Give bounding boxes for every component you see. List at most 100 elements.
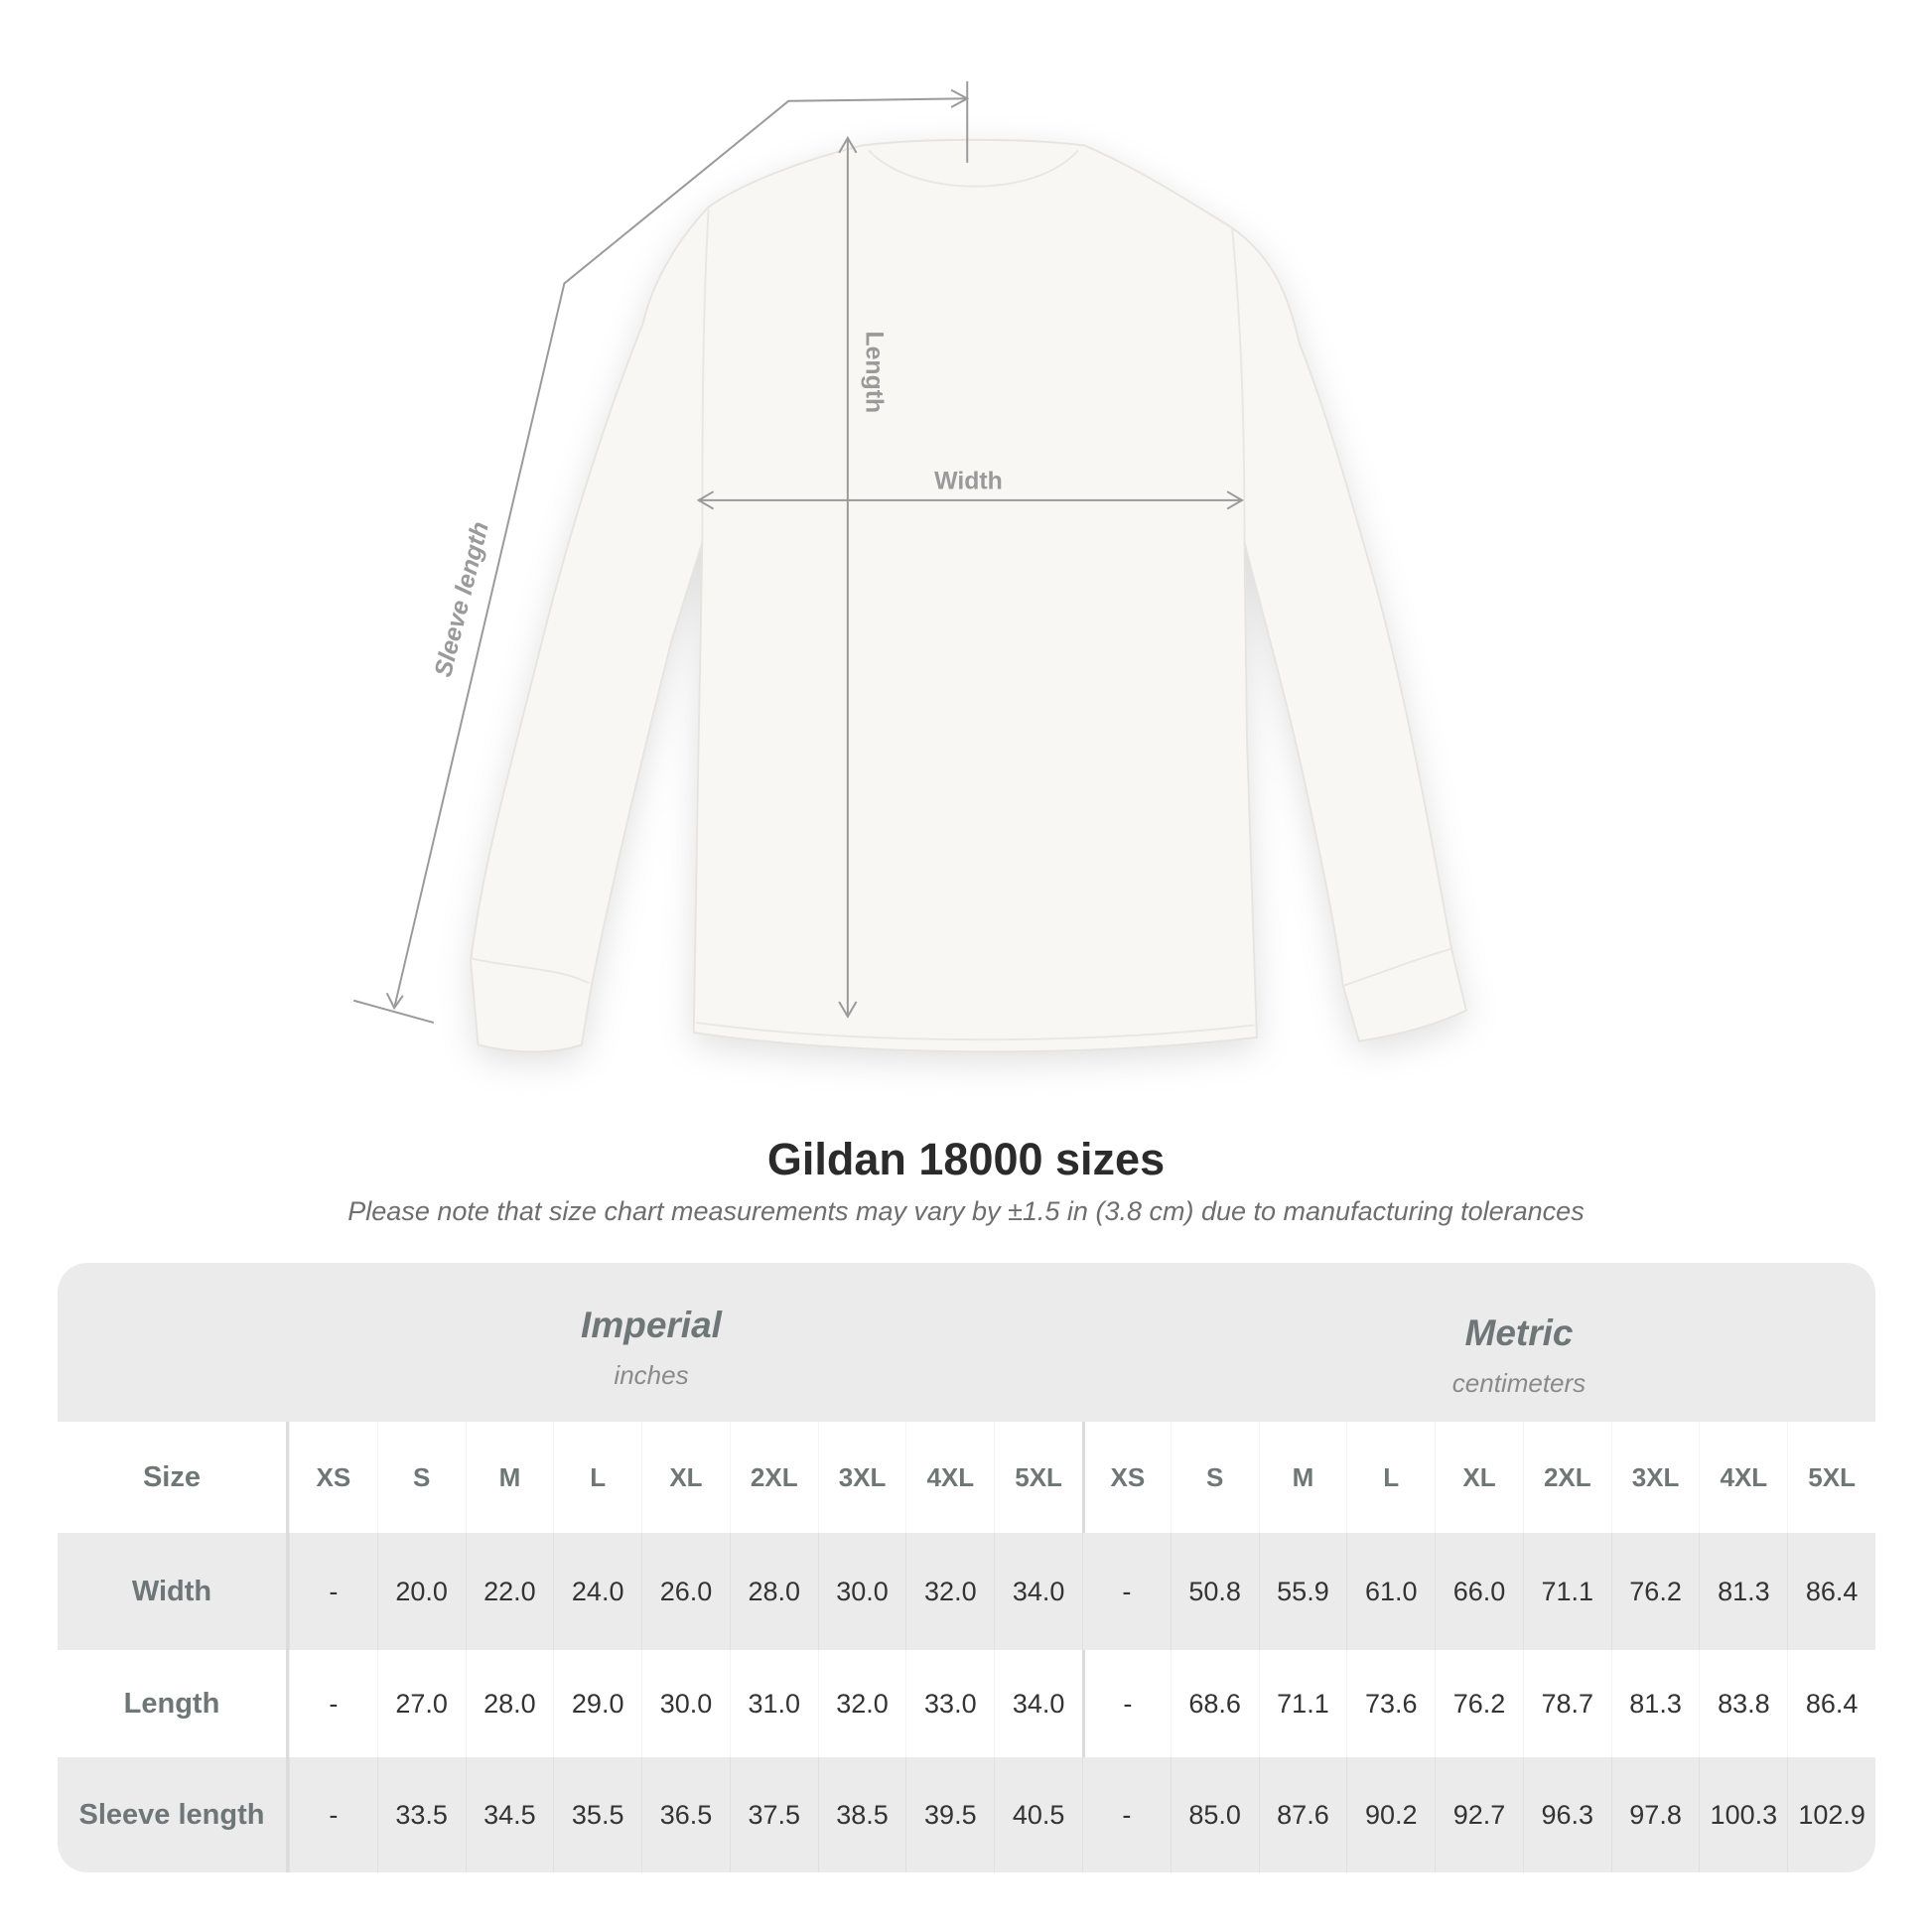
metric-header: Metric centimeters [1320, 1312, 1718, 1399]
imperial-cell: XL [641, 1422, 730, 1533]
imperial-cell: 34.0 [994, 1650, 1082, 1757]
metric-cell: - [1081, 1757, 1171, 1872]
sweatshirt-image [470, 138, 1467, 1053]
metric-cell: 71.1 [1258, 1650, 1347, 1757]
metric-cell: 50.8 [1170, 1533, 1259, 1650]
imperial-cell: - [288, 1757, 377, 1872]
metric-cell: 66.0 [1435, 1533, 1523, 1650]
collar-seam [868, 149, 1079, 188]
imperial-cell: 35.5 [553, 1757, 641, 1872]
metric-cell: 85.0 [1170, 1757, 1259, 1872]
width-arrow [696, 490, 1244, 510]
imperial-cell: - [288, 1533, 377, 1650]
imperial-cell: 4XL [905, 1422, 994, 1533]
metric-cell: M [1258, 1422, 1347, 1533]
imperial-cell: 34.5 [465, 1757, 554, 1872]
metric-cell: 68.6 [1170, 1650, 1259, 1757]
metric-cell: 81.3 [1699, 1533, 1787, 1650]
imperial-cell: 28.0 [465, 1650, 554, 1757]
length-arrow [838, 136, 858, 1019]
width-label: Width [934, 469, 1003, 495]
imperial-cell: 3XL [817, 1422, 906, 1533]
right-shoulder-seam [1231, 227, 1246, 543]
metric-cell: 76.2 [1610, 1533, 1700, 1650]
table-header: Imperial inches Metric centimeters [58, 1263, 1875, 1422]
hem-seam [696, 1022, 1255, 1041]
imperial-cell: 32.0 [817, 1650, 906, 1757]
metric-cell: 76.2 [1435, 1650, 1523, 1757]
imperial-cell: 29.0 [553, 1650, 641, 1757]
page-title: Gildan 18000 sizes [766, 1134, 1166, 1184]
metric-cell: 73.6 [1346, 1650, 1435, 1757]
imperial-header: Imperial inches [453, 1305, 850, 1391]
imperial-cell: 30.0 [641, 1650, 730, 1757]
metric-cell: 81.3 [1610, 1650, 1700, 1757]
imperial-cell: 2XL [729, 1422, 818, 1533]
metric-cell: 87.6 [1258, 1757, 1347, 1872]
metric-cell: L [1346, 1422, 1435, 1533]
metric-cell: - [1081, 1533, 1171, 1650]
imperial-cell: 26.0 [641, 1533, 730, 1650]
metric-cell: 97.8 [1610, 1757, 1700, 1872]
imperial-cell: 38.5 [817, 1757, 906, 1872]
imperial-cell: XS [288, 1422, 377, 1533]
width-row: Width -20.0 22.0 24.0 26.0 28.0 30.0 32.0 34.0-5… [58, 1533, 1875, 1650]
metric-cell: - [1081, 1650, 1171, 1757]
metric-cell: 55.9 [1258, 1533, 1347, 1650]
row-label: Width [58, 1533, 289, 1650]
right-cuff-seam [1342, 947, 1452, 987]
imperial-cell: 32.0 [905, 1533, 994, 1650]
tolerance-note: Please note that size chart measurements… [347, 1196, 1585, 1226]
length-row: Length -27.0 28.0 29.0 30.0 31.0 32.0 33.0 34.0-… [58, 1650, 1875, 1757]
metric-cell: 5XL [1787, 1422, 1875, 1533]
metric-cell: 90.2 [1346, 1757, 1435, 1872]
imperial-cell: 30.0 [817, 1533, 906, 1650]
imperial-cell: 37.5 [729, 1757, 818, 1872]
metric-cell: 71.1 [1522, 1533, 1611, 1650]
metric-cell: 4XL [1699, 1422, 1787, 1533]
metric-unit: centimeters [1451, 1368, 1587, 1398]
imperial-cell: 28.0 [729, 1533, 818, 1650]
metric-cell: 3XL [1610, 1422, 1700, 1533]
metric-title: Metric [1464, 1312, 1574, 1353]
row-label: Size [58, 1422, 289, 1533]
imperial-cell: L [553, 1422, 641, 1533]
left-cuff-seam [472, 957, 590, 985]
row-label: Length [58, 1650, 289, 1757]
size-table: Imperial inches Metric centimeters Size X… [58, 1263, 1875, 1872]
metric-cell: 78.7 [1522, 1650, 1611, 1757]
imperial-cell: 39.5 [905, 1757, 994, 1872]
metric-cell: 100.3 [1699, 1757, 1787, 1872]
row-label: Sleeve length [58, 1757, 289, 1872]
imperial-cell: 34.0 [994, 1533, 1082, 1650]
metric-cell: 102.9 [1787, 1757, 1875, 1872]
imperial-cell: 33.0 [905, 1650, 994, 1757]
imperial-cell: 40.5 [994, 1757, 1082, 1872]
imperial-cell: 20.0 [376, 1533, 466, 1650]
sleeve-length-line [352, 80, 970, 1025]
metric-cell: 86.4 [1787, 1533, 1875, 1650]
metric-cell: 83.8 [1699, 1650, 1787, 1757]
imperial-cell: 24.0 [553, 1533, 641, 1650]
imperial-cell: 31.0 [729, 1650, 818, 1757]
imperial-cell: S [376, 1422, 466, 1533]
imperial-cell: 27.0 [376, 1650, 466, 1757]
metric-cell: S [1170, 1422, 1259, 1533]
imperial-cell: 33.5 [376, 1757, 466, 1872]
metric-cell: 96.3 [1522, 1757, 1611, 1872]
metric-cell: 61.0 [1346, 1533, 1435, 1650]
imperial-unit: inches [614, 1360, 689, 1390]
imperial-cell: 36.5 [641, 1757, 730, 1872]
imperial-title: Imperial [581, 1305, 722, 1345]
metric-cell: 92.7 [1435, 1757, 1523, 1872]
metric-cell: XL [1435, 1422, 1523, 1533]
imperial-cell: 5XL [994, 1422, 1082, 1533]
length-label: Length [860, 331, 887, 413]
sleeve-length-row: Sleeve length -33.5 34.5 35.5 36.5 37.5 38.5 39… [58, 1757, 1875, 1872]
imperial-cell: 22.0 [465, 1533, 554, 1650]
metric-cell: XS [1081, 1422, 1171, 1533]
imperial-cell: M [465, 1422, 554, 1533]
metric-cell: 2XL [1522, 1422, 1611, 1533]
metric-cell: 86.4 [1787, 1650, 1875, 1757]
size-row: Size XS S M L XL 2XL 3XL 4XL 5XL XS S M L XL 2XL 3XL 4XL 5… [58, 1422, 1875, 1533]
